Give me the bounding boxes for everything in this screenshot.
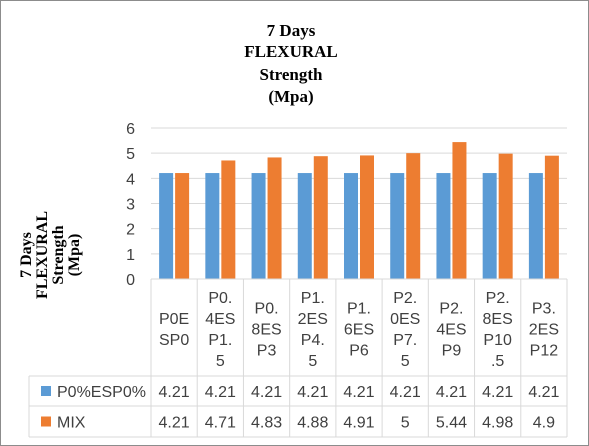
category-label: P3 — [257, 343, 277, 360]
series-name: P0%ESP0% — [57, 384, 146, 401]
bar-baseline — [205, 173, 220, 279]
bar-mix — [313, 156, 328, 279]
table-value-cell: 4.21 — [205, 384, 236, 401]
y-tick-label: 0 — [126, 272, 135, 289]
category-label: P1. — [347, 301, 371, 318]
series-name: MIX — [57, 415, 86, 432]
category-label: P4. — [301, 332, 325, 349]
chart-title-line-1: 7 Days — [266, 21, 316, 40]
bar-mix — [221, 160, 236, 279]
category-label: .5 — [491, 353, 504, 370]
chart-title-line-4: (Mpa) — [268, 87, 314, 106]
bar-baseline — [159, 173, 174, 279]
category-label: P0. — [208, 290, 232, 307]
category-label: P0E — [159, 311, 189, 328]
y-tick-label: 1 — [126, 247, 135, 264]
y-tick-label: 4 — [126, 171, 135, 188]
bar-baseline — [297, 173, 312, 279]
table-value-cell: 5.44 — [436, 415, 467, 432]
category-label: P1. — [208, 332, 232, 349]
bar-mix — [360, 155, 374, 279]
bar-mix — [267, 157, 282, 279]
bar-baseline — [344, 173, 358, 279]
table-value-cell: 4.88 — [297, 415, 328, 432]
category-label: 4ES — [205, 311, 235, 328]
category-label: P2. — [393, 290, 417, 307]
table-value-cell: 4.21 — [297, 384, 328, 401]
y-tick-label: 6 — [126, 121, 135, 138]
category-label: P10 — [483, 332, 512, 349]
category-label: 2ES — [298, 311, 328, 328]
table-value-cell: 4.98 — [482, 415, 513, 432]
chart-title-line-2: FLEXURAL — [244, 42, 338, 61]
table-value-cell: 4.21 — [343, 384, 374, 401]
table-value-cell: 4.21 — [390, 384, 421, 401]
bar-mix — [406, 153, 421, 279]
category-label: 2ES — [529, 322, 559, 339]
category-label: P9 — [442, 343, 462, 360]
bar-mix — [544, 155, 559, 279]
table-value-cell: 4.21 — [251, 384, 282, 401]
bar-mix — [175, 173, 190, 279]
bar-mix — [498, 153, 513, 279]
table-value-cell: 4.21 — [159, 384, 190, 401]
category-label: P7. — [393, 332, 417, 349]
category-label: P3. — [532, 301, 556, 318]
table-value-cell: 4.83 — [251, 415, 282, 432]
y-tick-label: 3 — [126, 197, 135, 214]
category-label: 0ES — [390, 311, 420, 328]
category-label: 5 — [216, 353, 225, 370]
legend-key-baseline — [41, 386, 51, 396]
table-value-cell: 4.21 — [159, 415, 190, 432]
category-label: 8ES — [251, 322, 281, 339]
category-label: P12 — [530, 343, 559, 360]
category-label: 5 — [308, 353, 317, 370]
table-value-cell: 4.71 — [205, 415, 236, 432]
table-value-cell: 4.21 — [528, 384, 559, 401]
category-label: 5 — [401, 353, 410, 370]
bar-baseline — [528, 173, 543, 279]
y-tick-label: 2 — [126, 222, 135, 239]
bar-baseline — [436, 173, 451, 279]
bar-baseline — [482, 173, 497, 279]
table-value-cell: 4.21 — [482, 384, 513, 401]
legend-key-mix — [41, 416, 51, 427]
category-label: SP0 — [159, 332, 189, 349]
y-tick-label: 5 — [126, 146, 135, 163]
table-value-cell: 4.21 — [436, 384, 467, 401]
category-label: 8ES — [483, 311, 513, 328]
category-label: 6ES — [344, 322, 374, 339]
table-value-cell: 4.9 — [533, 415, 555, 432]
category-label: P2. — [439, 301, 463, 318]
category-label: P2. — [486, 290, 510, 307]
table-value-cell: 5 — [401, 415, 410, 432]
category-label: P1. — [301, 290, 325, 307]
bar-baseline — [251, 173, 266, 279]
category-label: P6 — [349, 343, 369, 360]
category-label: P0. — [255, 301, 279, 318]
category-label: 4ES — [436, 322, 466, 339]
bar-baseline — [390, 173, 405, 279]
bar-mix — [452, 142, 467, 279]
table-value-cell: 4.91 — [343, 415, 374, 432]
chart-title-line-3: Strength — [259, 65, 323, 84]
